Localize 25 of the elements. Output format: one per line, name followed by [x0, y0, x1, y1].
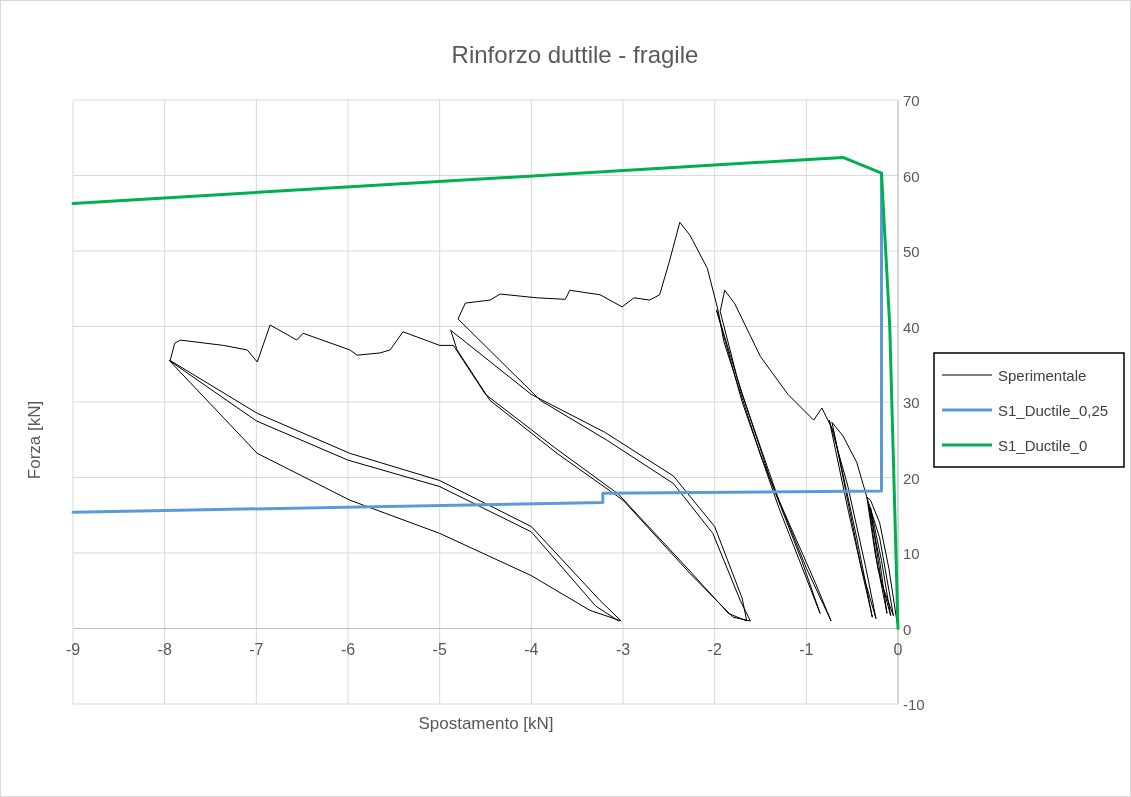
- y-tick-label: 50: [903, 243, 920, 260]
- x-tick-label: -9: [65, 640, 81, 658]
- x-tick-label: -3: [615, 640, 631, 658]
- x-tick-label: -8: [157, 640, 172, 658]
- x-tick-label: -5: [432, 640, 447, 658]
- line-series: [71, 155, 900, 630]
- y-tick-label: 30: [903, 394, 920, 411]
- y-tick-label: 20: [903, 469, 920, 487]
- x-tick-label: -4: [524, 640, 539, 658]
- y-axis-title: Forza [kN]: [25, 400, 44, 480]
- legend-label: S1_Ductile_0: [998, 437, 1088, 454]
- chart-title: Rinforzo duttile - fragile: [451, 41, 699, 68]
- x-tick-label: -1: [799, 640, 814, 658]
- y-tick-label: 10: [903, 545, 920, 562]
- y-tick-label: -10: [903, 696, 925, 713]
- legend-label: Sperimentale: [998, 367, 1087, 384]
- x-tick-label: -7: [249, 640, 264, 658]
- y-tick-label: 40: [903, 318, 920, 336]
- y-tick-label: 0: [903, 620, 912, 638]
- x-tick-label: -2: [707, 640, 722, 658]
- y-tick-label: 60: [903, 167, 920, 185]
- legend-label: S1_Ductile_0,25: [998, 402, 1109, 419]
- x-tick-label: -6: [340, 640, 356, 658]
- y-tick-label: 70: [903, 92, 920, 109]
- x-axis-title: Spostamento [kN]: [418, 714, 554, 733]
